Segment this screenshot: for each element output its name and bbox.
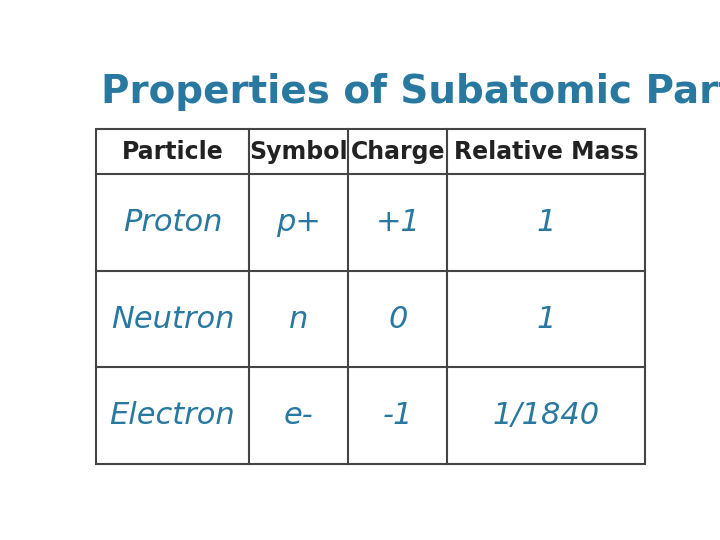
Text: Electron: Electron <box>109 401 235 430</box>
Text: Proton: Proton <box>123 208 222 237</box>
Text: 1: 1 <box>536 305 556 334</box>
Text: 1: 1 <box>536 208 556 237</box>
Text: p+: p+ <box>276 208 321 237</box>
Text: 1/1840: 1/1840 <box>492 401 600 430</box>
Bar <box>96 129 645 464</box>
Text: Neutron: Neutron <box>111 305 234 334</box>
Text: +1: +1 <box>375 208 420 237</box>
Text: Charge: Charge <box>351 140 445 164</box>
Text: 0: 0 <box>388 305 408 334</box>
Text: Properties of Subatomic Particles: Properties of Subatomic Particles <box>101 73 720 111</box>
Text: Relative Mass: Relative Mass <box>454 140 639 164</box>
Text: e-: e- <box>284 401 314 430</box>
Text: -1: -1 <box>383 401 413 430</box>
Text: Symbol: Symbol <box>250 140 348 164</box>
Text: n: n <box>289 305 309 334</box>
Text: Particle: Particle <box>122 140 223 164</box>
